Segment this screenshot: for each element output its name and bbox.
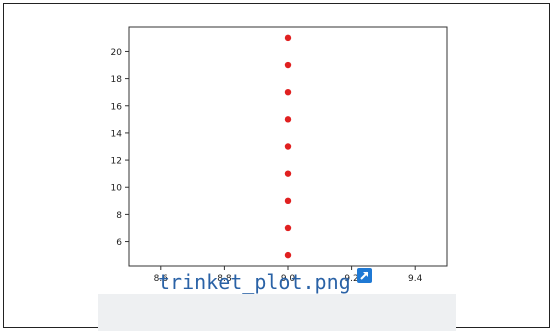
x-tick-label: 9.0 <box>281 274 296 284</box>
caption-bar <box>98 294 456 331</box>
data-point <box>284 34 292 42</box>
filename-link[interactable]: trinket_plot.png <box>158 270 351 294</box>
data-point <box>284 170 292 177</box>
y-tick-label: 12 <box>111 157 122 167</box>
y-tick-label: 20 <box>111 48 123 58</box>
data-point <box>284 143 292 150</box>
x-tick-label: 8.6 <box>154 274 169 284</box>
data-point <box>284 88 292 96</box>
file-caption[interactable]: trinket_plot.png <box>158 268 372 294</box>
y-tick-label: 18 <box>111 75 123 85</box>
data-points <box>284 34 292 259</box>
x-tick-label: 9.4 <box>408 274 423 284</box>
external-link-icon[interactable] <box>356 268 372 283</box>
x-tick-label: 9.2 <box>344 274 358 284</box>
y-axis: 6 8 10 12 14 16 18 20 <box>111 48 129 248</box>
y-tick-label: 14 <box>111 129 123 139</box>
y-tick-label: 10 <box>111 184 123 194</box>
y-tick-label: 8 <box>116 211 122 221</box>
y-tick-label: 6 <box>116 238 122 248</box>
y-tick-label: 16 <box>111 102 123 112</box>
data-point <box>284 116 292 123</box>
data-point <box>284 251 292 259</box>
data-point <box>284 197 292 205</box>
data-point <box>284 224 292 232</box>
x-tick-label: 8.8 <box>217 274 232 284</box>
x-axis: 8.6 8.8 9.0 9.2 9.4 <box>154 266 423 284</box>
data-point <box>284 61 292 69</box>
